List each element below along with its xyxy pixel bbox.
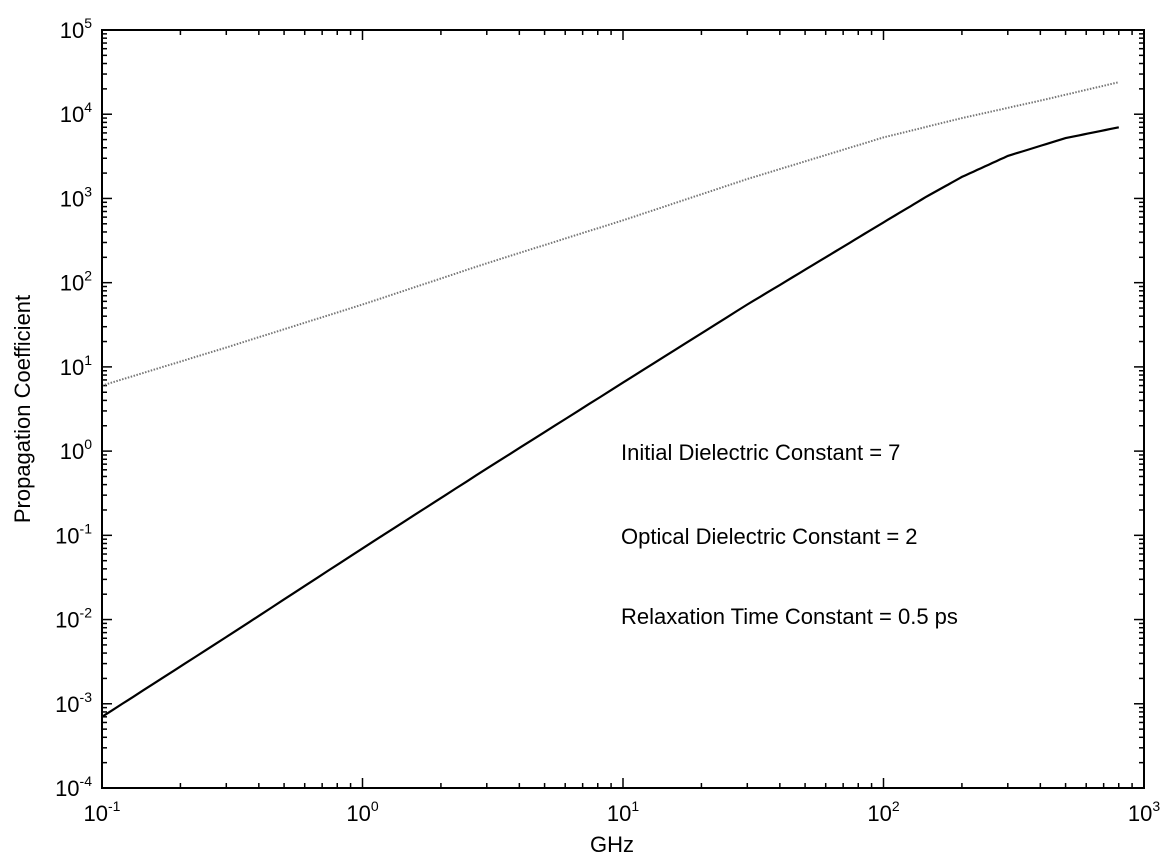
x-tick-label: 102 — [867, 798, 899, 826]
plot-area-frame — [101, 29, 1145, 789]
y-tick-label: 102 — [60, 268, 92, 296]
y-tick-label: 104 — [60, 99, 92, 127]
x-tick-label: 100 — [346, 798, 378, 826]
x-axis-label: GHz — [590, 832, 634, 857]
x-tick-label: 10-1 — [84, 798, 121, 826]
y-tick-label: 10-1 — [55, 520, 92, 548]
y-tick-label: 105 — [60, 15, 92, 43]
annotation-relaxation-time: Relaxation Time Constant = 0.5 ps — [621, 604, 958, 629]
x-tick-label: 103 — [1128, 798, 1160, 826]
y-axis-label: Propagation Coefficient — [10, 295, 35, 523]
annotation-initial-dielectric: Initial Dielectric Constant = 7 — [621, 440, 900, 465]
y-tick-label: 101 — [60, 352, 92, 380]
tick-labels: 10-1 100 101 102 103 10-4 10-3 10-2 10-1 100 101 10… — [55, 15, 1160, 826]
series-line-dotted — [101, 81, 1120, 387]
y-tick-label: 100 — [60, 436, 92, 464]
y-tick-label: 10-3 — [55, 689, 92, 717]
y-tick-label: 103 — [60, 183, 92, 211]
annotation-optical-dielectric: Optical Dielectric Constant = 2 — [621, 524, 918, 549]
series-line-solid — [101, 126, 1120, 718]
series-layer — [101, 81, 1120, 718]
tick-marks — [101, 29, 1145, 789]
y-tick-label: 10-4 — [55, 773, 92, 801]
y-tick-label: 10-2 — [55, 605, 92, 633]
x-tick-label: 101 — [607, 798, 639, 826]
